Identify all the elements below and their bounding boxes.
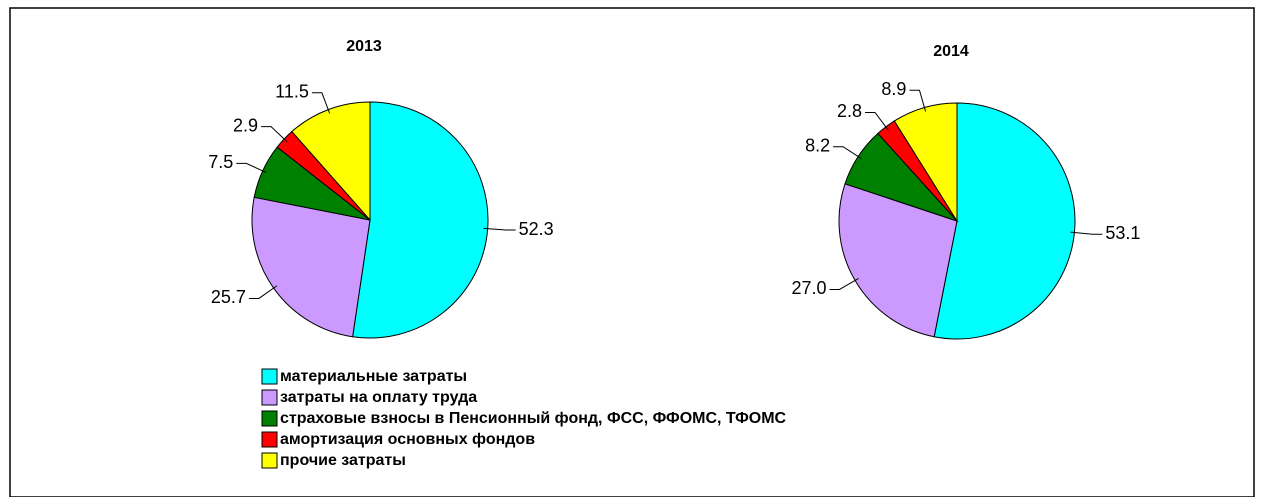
legend-label: прочие затраты bbox=[280, 452, 406, 469]
leader-line bbox=[236, 162, 267, 174]
leader-line bbox=[311, 92, 331, 114]
leader-line bbox=[483, 227, 516, 231]
legend-swatch bbox=[261, 431, 278, 448]
legend-label: амортизация основных фондов bbox=[280, 431, 535, 448]
data-label: 8.9 bbox=[881, 79, 906, 99]
data-label: 2.8 bbox=[837, 101, 862, 121]
legend-swatch bbox=[261, 452, 278, 469]
legend-label: материальные затраты bbox=[280, 368, 467, 385]
leader-line bbox=[1070, 231, 1103, 235]
leader-line bbox=[833, 146, 862, 160]
legend-swatch bbox=[261, 410, 278, 427]
chart-title: 2013 bbox=[346, 38, 382, 55]
legend-label: страховые взносы в Пенсионный фонд, ФСС,… bbox=[280, 410, 787, 427]
legend-swatch bbox=[261, 389, 278, 406]
leader-line bbox=[829, 277, 859, 290]
leader-line bbox=[909, 89, 927, 112]
data-label: 7.5 bbox=[208, 152, 233, 172]
leader-line bbox=[865, 111, 889, 131]
data-label: 53.1 bbox=[1105, 223, 1140, 243]
chart-title: 2014 bbox=[933, 43, 969, 60]
leader-line bbox=[248, 285, 278, 299]
data-label: 11.5 bbox=[275, 82, 309, 102]
data-label: 2.9 bbox=[233, 115, 258, 135]
data-label: 52.3 bbox=[519, 219, 554, 239]
data-label: 8.2 bbox=[805, 135, 830, 155]
legend-label: затраты на оплату труда bbox=[280, 389, 477, 406]
leader-line bbox=[261, 126, 288, 143]
data-label: 25.7 bbox=[211, 287, 246, 307]
data-label: 27.0 bbox=[791, 278, 826, 298]
legend-swatch bbox=[261, 368, 278, 385]
